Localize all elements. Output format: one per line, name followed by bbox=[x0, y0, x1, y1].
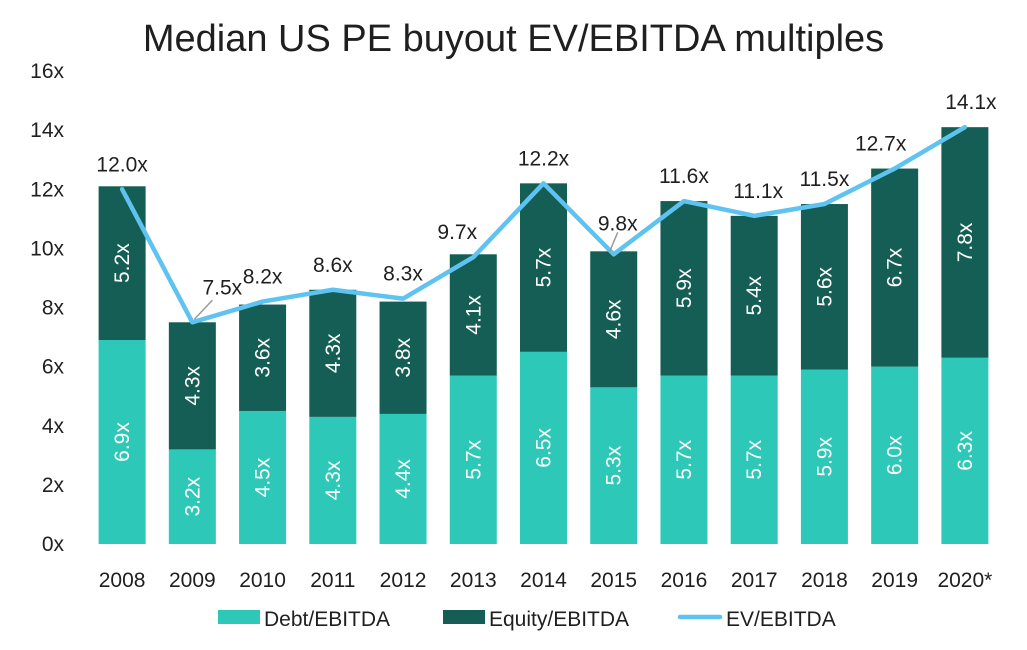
label-leader-line bbox=[193, 299, 213, 320]
x-tick-label: 2012 bbox=[380, 569, 427, 592]
debt-value-label: 6.9x bbox=[111, 422, 134, 462]
ev-ebitda-line bbox=[119, 124, 968, 325]
ev-value-label: 11.6x bbox=[659, 165, 709, 188]
equity-value-label: 5.7x bbox=[533, 247, 556, 287]
y-tick-label: 0x bbox=[42, 533, 65, 556]
debt-bar bbox=[239, 410, 287, 544]
x-tick-label: 2017 bbox=[731, 569, 778, 592]
legend-debt-label: Debt/EBITDA bbox=[264, 608, 390, 631]
debt-bar bbox=[800, 369, 848, 544]
debt-value-label: 4.4x bbox=[392, 459, 415, 499]
equity-bar bbox=[239, 304, 287, 411]
y-tick-label: 10x bbox=[30, 237, 64, 260]
debt-bar bbox=[520, 351, 567, 544]
debt-bar bbox=[309, 416, 357, 544]
equity-value-label: 5.4x bbox=[743, 275, 766, 315]
equity-value-label: 5.6x bbox=[813, 266, 836, 306]
x-tick-label: 2014 bbox=[520, 569, 567, 592]
debt-value-label: 4.3x bbox=[322, 460, 345, 500]
equity-bar bbox=[800, 204, 848, 370]
equity-bar bbox=[168, 322, 216, 450]
y-tick-label: 6x bbox=[42, 356, 65, 379]
debt-bar bbox=[168, 449, 216, 544]
debt-value-label: 5.7x bbox=[462, 439, 485, 479]
ev-value-label: 8.2x bbox=[243, 266, 283, 289]
ev-value-label: 14.1x bbox=[945, 91, 997, 114]
debt-value-label: 5.9x bbox=[813, 436, 836, 476]
equity-bar bbox=[449, 254, 497, 376]
equity-bar bbox=[309, 289, 357, 417]
ev-value-label: 8.6x bbox=[313, 254, 353, 277]
equity-value-label: 4.1x bbox=[462, 295, 485, 335]
debt-value-label: 5.7x bbox=[743, 439, 766, 479]
ev-value-label: 7.5x bbox=[202, 276, 242, 299]
debt-bar bbox=[660, 375, 708, 544]
equity-value-label: 4.6x bbox=[603, 299, 626, 339]
equity-bar bbox=[98, 186, 146, 341]
debt-bar bbox=[871, 366, 919, 544]
ev-value-label: 12.0x bbox=[96, 153, 148, 176]
equity-value-label: 4.3x bbox=[181, 365, 204, 405]
x-tick-label: 2011 bbox=[310, 569, 355, 592]
debt-bar bbox=[941, 357, 989, 544]
x-tick-label: 2013 bbox=[450, 569, 497, 592]
y-tick-label: 8x bbox=[42, 297, 65, 320]
debt-bar bbox=[379, 413, 427, 544]
legend-equity-swatch bbox=[443, 610, 485, 624]
ev-value-label: 8.3x bbox=[383, 263, 423, 286]
equity-bar bbox=[590, 251, 638, 388]
equity-value-label: 5.9x bbox=[673, 268, 696, 308]
equity-value-label: 7.8x bbox=[954, 222, 977, 262]
y-tick-label: 16x bbox=[30, 60, 64, 83]
legend-ev-label: EV/EBITDA bbox=[726, 608, 836, 631]
ev-value-label: 12.2x bbox=[518, 147, 570, 170]
legend-debt-swatch bbox=[218, 610, 260, 624]
ev-value-label: 9.8x bbox=[598, 212, 638, 235]
x-tick-label: 2008 bbox=[99, 569, 146, 592]
debt-bar bbox=[98, 340, 146, 544]
x-tick-label: 2009 bbox=[169, 569, 216, 592]
ev-value-label: 9.7x bbox=[437, 221, 477, 244]
equity-value-label: 3.6x bbox=[252, 337, 275, 377]
debt-bar bbox=[730, 375, 778, 544]
equity-bar bbox=[871, 168, 919, 367]
equity-bar bbox=[520, 183, 567, 352]
y-tick-label: 2x bbox=[42, 474, 65, 497]
ev-value-label: 12.7x bbox=[855, 133, 907, 156]
y-tick-label: 12x bbox=[30, 178, 64, 201]
x-tick-label: 2015 bbox=[590, 569, 637, 592]
x-tick-label: 2016 bbox=[661, 569, 708, 592]
equity-value-label: 5.2x bbox=[111, 243, 134, 283]
debt-bar bbox=[590, 387, 638, 544]
legend-equity-label: Equity/EBITDA bbox=[489, 608, 629, 631]
equity-value-label: 3.8x bbox=[392, 337, 415, 377]
equity-bar bbox=[660, 201, 708, 376]
equity-bar bbox=[379, 301, 427, 414]
label-leader-line bbox=[609, 231, 619, 252]
x-tick-label: 2018 bbox=[801, 569, 848, 592]
debt-value-label: 4.5x bbox=[252, 457, 275, 497]
debt-value-label: 5.3x bbox=[603, 445, 626, 485]
debt-value-label: 6.3x bbox=[954, 431, 977, 471]
ev-value-label: 11.5x bbox=[800, 168, 850, 191]
x-tick-label: 2020* bbox=[937, 569, 992, 592]
equity-bar bbox=[941, 127, 989, 358]
y-tick-label: 14x bbox=[30, 119, 64, 142]
x-tick-label: 2010 bbox=[239, 569, 286, 592]
debt-value-label: 3.2x bbox=[181, 476, 204, 516]
equity-bar bbox=[730, 215, 778, 376]
debt-value-label: 6.5x bbox=[533, 428, 556, 468]
equity-value-label: 4.3x bbox=[322, 333, 345, 373]
chart-title: Median US PE buyout EV/EBITDA multiples bbox=[142, 18, 885, 60]
y-tick-label: 4x bbox=[42, 415, 65, 438]
debt-value-label: 5.7x bbox=[673, 439, 696, 479]
debt-value-label: 6.0x bbox=[884, 435, 907, 475]
equity-value-label: 6.7x bbox=[884, 247, 907, 287]
ev-value-label: 11.1x bbox=[733, 180, 783, 203]
x-tick-label: 2019 bbox=[871, 569, 918, 592]
debt-bar bbox=[449, 375, 497, 544]
